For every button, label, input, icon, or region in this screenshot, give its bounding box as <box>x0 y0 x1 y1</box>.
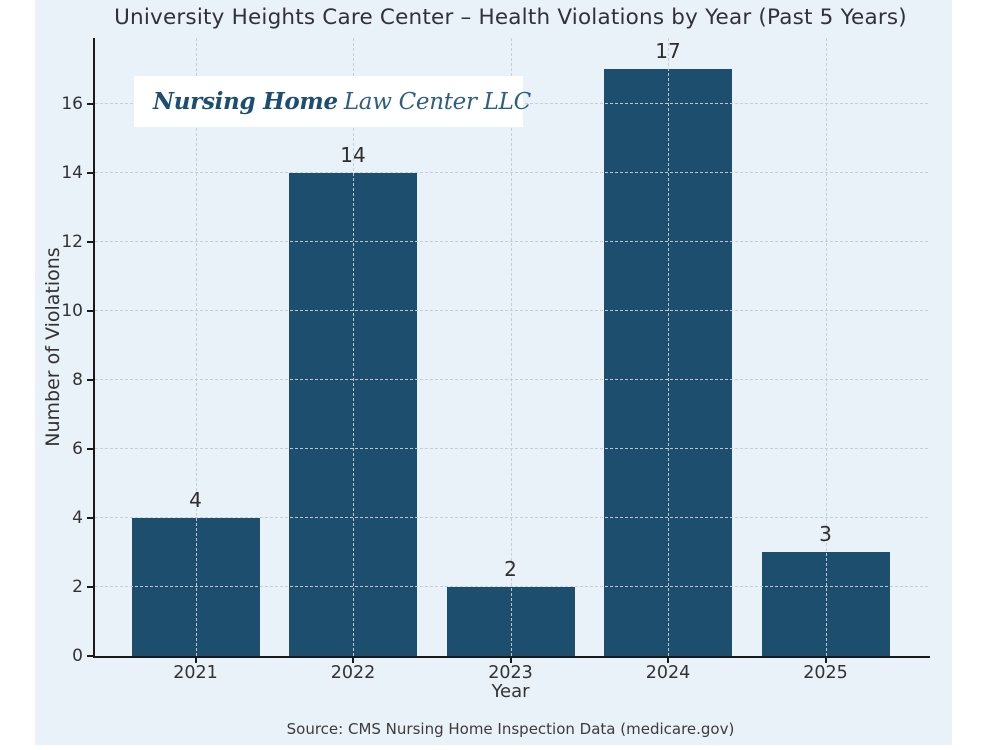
y-tick-label: 6 <box>72 438 83 459</box>
gridline-horizontal <box>95 585 928 587</box>
gridline-vertical <box>668 38 669 656</box>
x-tick-label: 2025 <box>803 663 848 683</box>
gridline-vertical <box>353 38 354 656</box>
y-tick-label: 10 <box>61 300 83 321</box>
bar-value-label: 17 <box>655 39 681 64</box>
x-axis-tick <box>509 658 512 663</box>
x-tick-label: 2023 <box>488 663 533 683</box>
gridline-vertical <box>195 38 197 656</box>
gridline-horizontal <box>95 378 928 380</box>
x-axis-tick <box>194 658 197 663</box>
source-caption: Source: CMS Nursing Home Inspection Data… <box>286 720 735 738</box>
y-axis-spine <box>93 38 95 656</box>
plot-area: 4 14 2 17 3 <box>87 38 930 663</box>
chart-figure: University Heights Care Center – Health … <box>35 0 952 745</box>
bar-value-label: 2 <box>504 556 517 581</box>
y-tick-label: 2 <box>72 576 83 597</box>
y-axis-tick <box>87 102 93 105</box>
x-tick-label: 2024 <box>645 663 691 683</box>
gridline-vertical <box>825 38 827 656</box>
y-axis-tick <box>87 447 93 450</box>
y-axis-tick <box>87 240 93 243</box>
y-axis-tick <box>87 378 93 381</box>
y-axis-tick <box>87 309 93 312</box>
x-tick-label: 2022 <box>330 663 376 683</box>
y-axis-tick <box>87 655 93 657</box>
logo-name-bold: Nursing Home <box>153 88 338 115</box>
x-axis-tick <box>667 658 669 663</box>
bar-value-label: 4 <box>189 487 202 512</box>
gridline-horizontal <box>95 516 928 518</box>
x-axis-tick <box>352 658 354 663</box>
x-tick-label: 2021 <box>173 663 218 683</box>
gridline-horizontal <box>95 171 928 173</box>
logo-text: Nursing Home Law Center LLC <box>153 88 531 115</box>
y-axis-tick <box>87 585 93 588</box>
x-axis-spine <box>93 656 930 658</box>
y-tick-label: 12 <box>61 231 83 252</box>
gridline-horizontal <box>95 447 928 449</box>
y-tick-label: 16 <box>61 93 83 114</box>
x-axis-tick <box>824 658 827 663</box>
y-tick-label: 14 <box>61 162 83 183</box>
y-axis-label: Number of Violations <box>42 247 64 447</box>
y-tick-label: 0 <box>72 646 83 666</box>
y-tick-label: 4 <box>72 507 83 528</box>
bar-value-label: 14 <box>340 142 366 167</box>
logo-name-regular: Law Center LLC <box>343 89 531 115</box>
y-axis-tick <box>87 516 93 519</box>
gridline-horizontal <box>95 309 928 311</box>
gridline-horizontal <box>95 240 928 242</box>
x-axis-label: Year <box>491 681 530 702</box>
y-tick-label: 8 <box>72 369 83 390</box>
gridline-vertical <box>510 38 512 656</box>
y-axis-tick <box>87 171 93 174</box>
chart-title: University Heights Care Center – Health … <box>114 5 907 30</box>
logo: Nursing Home Law Center LLC <box>134 76 531 127</box>
bar-value-label: 3 <box>819 522 832 547</box>
